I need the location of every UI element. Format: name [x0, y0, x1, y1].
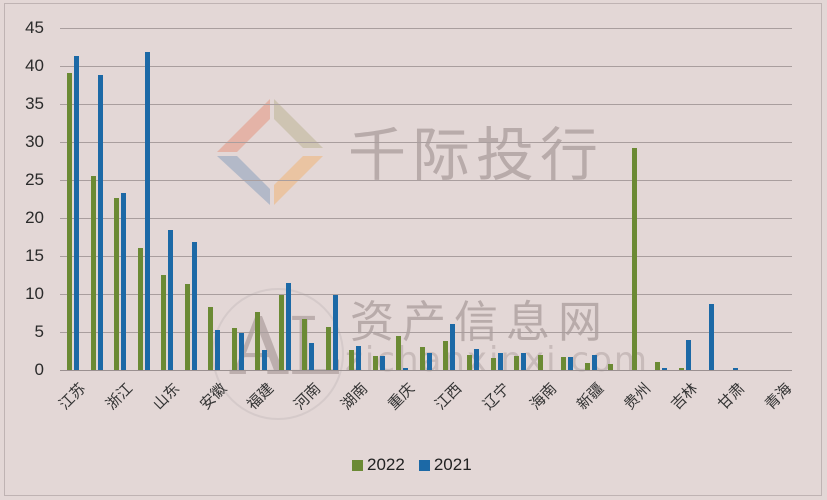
bar-2021 — [521, 353, 526, 370]
bar-2021 — [145, 52, 150, 370]
y-tick-label: 30 — [25, 132, 44, 151]
bar-2022 — [396, 336, 401, 370]
gridline-35 — [60, 104, 792, 105]
bar-2022 — [349, 350, 354, 370]
bar-2022 — [373, 356, 378, 370]
gridline-45 — [60, 28, 792, 29]
bar-2022 — [632, 148, 637, 370]
y-tick-label: 10 — [25, 284, 44, 303]
bar-2022 — [491, 358, 496, 370]
chart-frame — [4, 3, 822, 496]
legend-item-2022: 2022 — [352, 455, 405, 475]
bar-2022 — [679, 368, 684, 370]
legend-swatch-2021 — [418, 459, 430, 471]
bar-2022 — [467, 355, 472, 370]
bar-2021 — [498, 353, 503, 370]
bar-2022 — [585, 363, 590, 370]
y-tick-label: 25 — [25, 170, 44, 189]
gridline-0 — [60, 370, 792, 371]
legend-swatch-2022 — [352, 459, 363, 471]
bar-2022 — [185, 284, 190, 370]
gridline-5 — [60, 332, 792, 333]
bar-2021 — [474, 349, 479, 370]
site-logo-text: AL — [230, 300, 341, 393]
bar-2022 — [161, 275, 166, 370]
bar-2022 — [67, 73, 72, 370]
legend-label-2022: 2022 — [367, 455, 405, 474]
bar-2022 — [326, 327, 331, 370]
bar-2021 — [568, 357, 573, 370]
bar-2021 — [662, 368, 667, 370]
y-tick-label: 35 — [25, 94, 44, 113]
gridline-25 — [60, 180, 792, 181]
bar-2021 — [403, 368, 408, 370]
bar-2021 — [74, 56, 79, 370]
bar-2022 — [232, 328, 237, 370]
bar-2022 — [302, 319, 307, 370]
y-tick-label: 40 — [25, 56, 44, 75]
bar-2022 — [538, 355, 543, 370]
bar-2021 — [427, 353, 432, 370]
bar-2021 — [450, 324, 455, 370]
site-logo-circle — [212, 288, 344, 420]
bar-2021 — [121, 193, 126, 370]
bar-2022 — [655, 362, 660, 370]
gridline-15 — [60, 256, 792, 257]
y-tick-label: 15 — [25, 246, 44, 265]
gridline-30 — [60, 142, 792, 143]
gridline-10 — [60, 294, 792, 295]
y-tick-label: 5 — [34, 322, 44, 341]
y-tick-label: 45 — [25, 18, 44, 37]
bar-2021 — [98, 75, 103, 370]
bar-2022 — [114, 198, 119, 370]
bar-2021 — [262, 350, 267, 370]
bar-2021 — [309, 343, 314, 370]
bar-2022 — [255, 312, 260, 370]
bar-2021 — [333, 295, 338, 370]
y-tick-label: 20 — [25, 208, 44, 227]
bar-2021 — [215, 330, 220, 370]
bar-2022 — [443, 341, 448, 370]
legend-label-2021: 2021 — [433, 455, 472, 474]
bar-2022 — [208, 307, 213, 370]
bar-2022 — [91, 176, 96, 370]
bar-2021 — [592, 355, 597, 370]
brand-watermark-text: 千际投行 — [348, 121, 605, 189]
site-watermark-text: 资产信息网 — [350, 297, 610, 348]
legend-item-2021: 2021 — [418, 455, 472, 475]
bar-2022 — [608, 364, 613, 370]
bar-2022 — [279, 295, 284, 370]
bar-2021 — [239, 333, 244, 370]
bar-2022 — [420, 347, 425, 370]
bar-2021 — [192, 242, 197, 370]
bar-2022 — [514, 356, 519, 370]
bar-2022 — [138, 248, 143, 370]
y-tick-label: 0 — [34, 360, 44, 379]
bar-2021 — [686, 340, 691, 370]
bar-2021 — [733, 368, 738, 370]
legend: 2022 2021 — [352, 455, 486, 475]
bar-2022 — [561, 357, 566, 370]
gridline-20 — [60, 218, 792, 219]
bar-2021 — [286, 283, 291, 370]
brand-logo-watermark-icon — [217, 99, 323, 205]
bar-2021 — [380, 356, 385, 370]
bar-2021 — [356, 346, 361, 370]
gridline-40 — [60, 66, 792, 67]
bar-2021 — [709, 304, 714, 370]
bar-2021 — [168, 230, 173, 370]
